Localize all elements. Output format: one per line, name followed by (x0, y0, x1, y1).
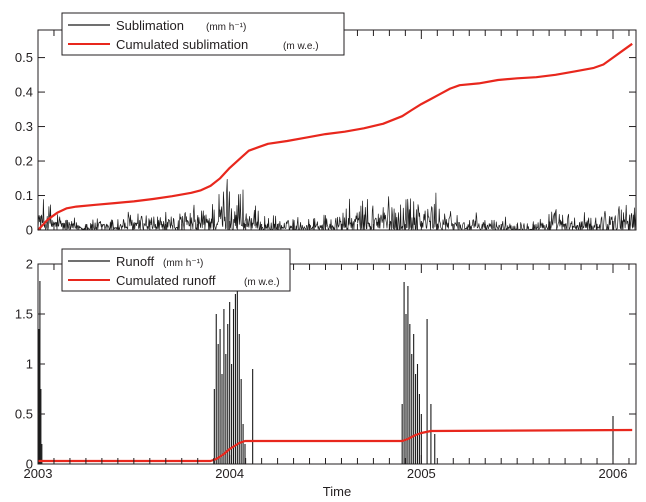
sublimation-y-tick-label: 0.4 (15, 85, 33, 100)
sublimation-panel: 0 0.1 0.2 0.3 0.4 0.5 Sublimation (mm h⁻¹) Cu… (15, 12, 637, 238)
runoff-legend: Runoff (mm h⁻¹) Cumulated runoff (m w.e.… (61, 248, 291, 292)
runoff-y-tick-label: 1.5 (15, 307, 33, 322)
runoff-y-tick-label: 0 (26, 457, 33, 472)
sublimation-legend-box (61, 12, 345, 56)
sublimation-y-tick-label: 0.5 (15, 50, 33, 65)
runoff-y-tick-label: 2 (26, 257, 33, 272)
x-axis-title: Time (323, 484, 351, 499)
legend-unit-runoff: (mm h⁻¹) (163, 258, 203, 269)
sublimation-y-tick-label: 0 (26, 223, 33, 238)
legend-unit-cumulated-runoff: (m w.e.) (244, 277, 280, 288)
runoff-series-layer (38, 281, 633, 464)
runoff-panel: 0 0.5 1 1.5 2 2003 2004 2005 2006 Runoff (mm h⁻¹… (15, 248, 637, 499)
series-line-sublimation (37, 178, 637, 231)
sublimation-y-tick-label: 0.2 (15, 154, 33, 169)
runoff-x-tick-label: 2005 (407, 466, 436, 481)
runoff-x-tick-label: 2003 (24, 466, 53, 481)
series-line-cumulated-sublimation (37, 42, 633, 231)
runoff-x-tick-label: 2004 (215, 466, 244, 481)
legend-label-runoff: Runoff (116, 254, 154, 269)
runoff-axis-ticks: 0 0.5 1 1.5 2 2003 2004 2005 2006 (15, 257, 636, 481)
runoff-x-tick-label: 2006 (599, 466, 628, 481)
legend-label-cumulated-runoff: Cumulated runoff (116, 273, 216, 288)
series-line-cumulated-runoff (38, 428, 633, 463)
legend-unit-sublimation: (mm h⁻¹) (206, 22, 246, 33)
legend-label-sublimation: Sublimation (116, 18, 184, 33)
sublimation-y-tick-label: 0.3 (15, 119, 33, 134)
runoff-y-tick-label: 1 (26, 357, 33, 372)
sublimation-y-tick-label: 0.1 (15, 188, 33, 203)
legend-unit-cumulated-sublimation: (m w.e.) (283, 41, 319, 52)
runoff-legend-box (61, 248, 291, 292)
legend-label-cumulated-sublimation: Cumulated sublimation (116, 37, 248, 52)
runoff-y-tick-label: 0.5 (15, 407, 33, 422)
sublimation-legend: Sublimation (mm h⁻¹) Cumulated sublimati… (61, 12, 345, 56)
sublimation-series-layer (37, 42, 637, 231)
sublimation-axis-ticks: 0 0.1 0.2 0.3 0.4 0.5 (15, 30, 636, 238)
